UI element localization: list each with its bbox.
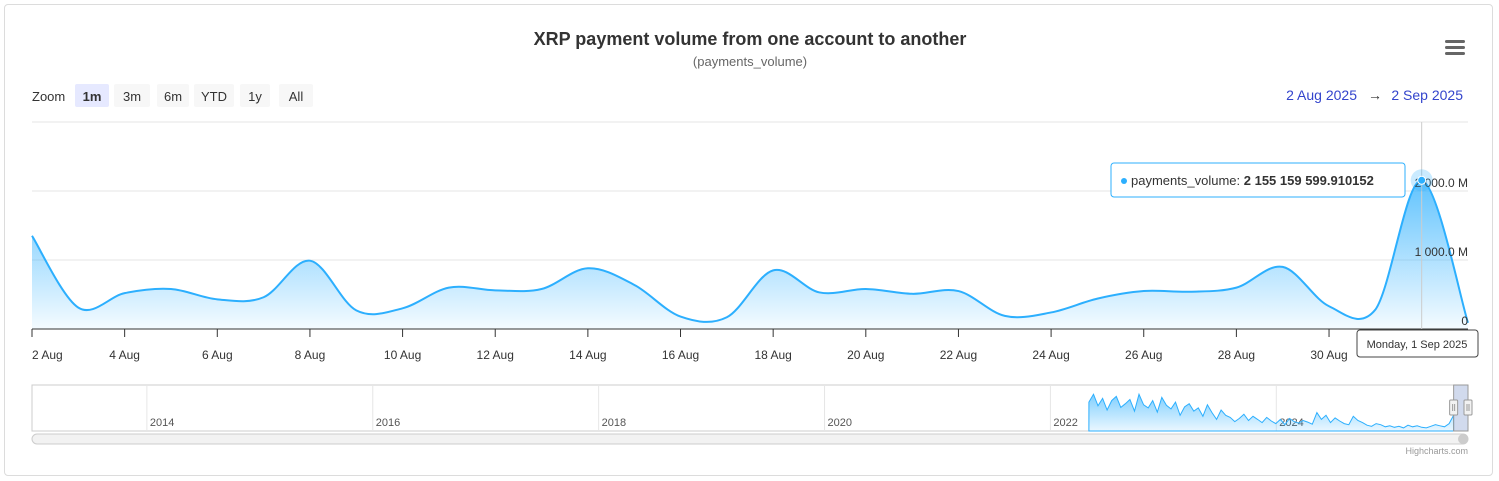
- navigator-years: 201420162018202020222024: [146, 385, 1304, 431]
- navigator-year-label: 2016: [376, 417, 400, 429]
- date-tooltip-box: [1356, 329, 1479, 358]
- zoom-button-1m[interactable]: 1m: [75, 84, 109, 107]
- range-from[interactable]: 2 Aug 2025: [1286, 87, 1357, 103]
- hamburger-menu-icon[interactable]: [1445, 40, 1465, 55]
- tooltip-value: 2 155 159 599.910152: [1244, 173, 1374, 188]
- range-arrow: →: [1368, 87, 1382, 103]
- x-tick-label: 20 Aug: [847, 348, 884, 362]
- x-tick-label: 30 Aug: [1310, 348, 1347, 362]
- y-tick-label: 0: [1461, 314, 1468, 328]
- zoom-button-bg: [279, 84, 313, 107]
- credits-link[interactable]: Highcharts.com: [1405, 446, 1468, 456]
- zoom-button-label: YTD: [201, 89, 227, 104]
- x-tick-label: 28 Aug: [1218, 348, 1255, 362]
- zoom-button-label: 1y: [248, 89, 262, 104]
- chart-title: XRP payment volume from one account to a…: [534, 29, 967, 49]
- x-tick-label: 10 Aug: [384, 348, 421, 362]
- x-tick-label: 16 Aug: [662, 348, 699, 362]
- date-tooltip: Monday, 1 Sep 2025: [1356, 329, 1479, 358]
- x-tick-label: 26 Aug: [1125, 348, 1162, 362]
- navigator-handle-right[interactable]: [1463, 399, 1473, 416]
- zoom-button-bg: [194, 84, 234, 107]
- series-area: [32, 180, 1468, 329]
- zoom-button-bg: [240, 84, 270, 107]
- navigator-year-label: 2020: [828, 417, 852, 429]
- zoom-label: Zoom: [32, 89, 65, 104]
- navigator-series-area: [1088, 392, 1455, 432]
- zoom-button-label: All: [289, 89, 304, 104]
- x-tick-label: 2 Aug: [32, 348, 63, 362]
- scrollbar-track[interactable]: [31, 433, 1469, 445]
- series-line: [31, 179, 1469, 324]
- zoom-button-bg: [75, 84, 109, 107]
- x-axis-ticks: 2 Aug 4 Aug 6 Aug 8 Aug 10 Aug 12 Aug 14 Aug 16…: [31, 329, 1348, 362]
- x-tick-label: 8 Aug: [295, 348, 326, 362]
- x-tick-label: 22 Aug: [940, 348, 977, 362]
- zoom-button-bg: [157, 84, 189, 107]
- zoom-button-label: 3m: [123, 89, 141, 104]
- y-axis-labels: 0 1 000.0 M 2 000.0 M: [1415, 176, 1469, 328]
- x-tick-label: 24 Aug: [1032, 348, 1069, 362]
- y-tick-label: 2 000.0 M: [1415, 176, 1468, 190]
- y-tick-label: 1 000.0 M: [1415, 245, 1468, 259]
- navigator-handle-grip: [1463, 399, 1473, 416]
- navigator-handle-left[interactable]: [1449, 399, 1459, 416]
- zoom-button-1y[interactable]: 1y: [240, 84, 270, 107]
- zoom-buttons: 1m 3m 6m YTD 1y All: [75, 84, 313, 107]
- tooltip-box: [1110, 162, 1406, 198]
- x-tick-label: 6 Aug: [202, 348, 233, 362]
- tooltip-text: payments_volume: 2 155 159 599.910152: [1131, 173, 1374, 188]
- range-to[interactable]: 2 Sep 2025: [1391, 87, 1463, 103]
- tooltip-series-dot: [1121, 178, 1127, 184]
- zoom-button-3m[interactable]: 3m: [114, 84, 150, 107]
- navigator-year-label: 2014: [150, 417, 174, 429]
- zoom-button-6m[interactable]: 6m: [157, 84, 189, 107]
- date-tooltip-label: Monday, 1 Sep 2025: [1367, 339, 1468, 351]
- zoom-button-label: 6m: [164, 89, 182, 104]
- zoom-button-bg: [114, 84, 150, 107]
- chart-subtitle: (payments_volume): [693, 54, 807, 69]
- x-tick-label: 4 Aug: [109, 348, 140, 362]
- scrollbar-thumb[interactable]: [1458, 434, 1468, 444]
- x-tick-label: 18 Aug: [754, 348, 791, 362]
- navigator-year-label: 2022: [1053, 417, 1077, 429]
- x-tick-label: 14 Aug: [569, 348, 606, 362]
- tooltip-series-label: payments_volume:: [1131, 173, 1240, 188]
- x-tick-label: 12 Aug: [477, 348, 514, 362]
- navigator-handle-grip: [1449, 399, 1459, 416]
- hover-point: [1417, 175, 1427, 185]
- zoom-button-all[interactable]: All: [279, 84, 313, 107]
- tooltip: payments_volume: 2 155 159 599.910152: [1110, 162, 1406, 198]
- zoom-button-ytd[interactable]: YTD: [194, 84, 234, 107]
- navigator-year-label: 2018: [602, 417, 626, 429]
- zoom-button-label: 1m: [83, 89, 102, 104]
